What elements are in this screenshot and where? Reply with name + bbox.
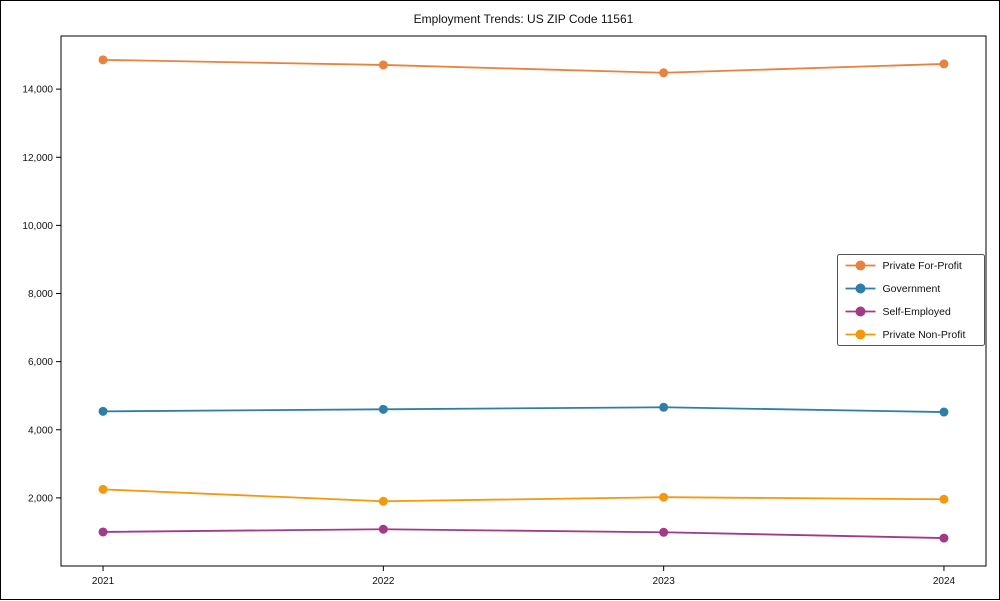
- series-line-private-for-profit: [103, 58, 944, 74]
- legend-item-private-for-profit: Private For-Profit: [845, 260, 962, 272]
- legend-item-self-employed: Self-Employed: [845, 306, 951, 318]
- y-axis-tick-label: 8,000: [28, 289, 53, 300]
- legend-item-label: Self-Employed: [883, 306, 951, 318]
- legend-marker-icon: [855, 283, 866, 294]
- x-axis-tick-label: 2024: [933, 576, 956, 587]
- y-axis-tick-label: 14,000: [22, 85, 53, 96]
- y-axis-tick-label: 6,000: [28, 357, 53, 368]
- data-point-marker-private-non-profit: [98, 484, 108, 494]
- legend-box: [837, 254, 985, 346]
- y-axis-tick-label: 4,000: [28, 425, 53, 436]
- data-point-marker-private-for-profit: [659, 68, 669, 78]
- data-point-marker-government: [378, 404, 388, 414]
- legend-item-label: Private For-Profit: [883, 260, 962, 272]
- data-point-marker-self-employed: [939, 533, 949, 543]
- data-point-marker-private-non-profit: [659, 492, 669, 502]
- data-point-marker-private-for-profit: [98, 55, 108, 65]
- legend-marker-icon: [855, 260, 866, 271]
- chart-title: Employment Trends: US ZIP Code 11561: [414, 12, 634, 26]
- y-axis-tick-label: 12,000: [22, 153, 53, 164]
- data-point-marker-self-employed: [98, 527, 108, 537]
- series-line-self-employed: [103, 528, 944, 539]
- data-point-marker-self-employed: [659, 527, 669, 537]
- legend: Private For-Profit Government Self-Employe…: [837, 254, 985, 346]
- legend-item-government: Government: [845, 283, 941, 295]
- data-point-marker-private-non-profit: [939, 494, 949, 504]
- legend-item-label: Government: [883, 283, 941, 295]
- series-line-private-non-profit: [103, 488, 944, 503]
- x-axis-tick-label: 2021: [92, 576, 115, 587]
- series-line-government: [103, 406, 944, 413]
- legend-marker-icon: [855, 329, 866, 340]
- x-axis-tick-label: 2023: [653, 576, 676, 587]
- plot-area: [60, 35, 987, 567]
- legend-marker-icon: [855, 306, 866, 317]
- data-point-marker-private-for-profit: [378, 60, 388, 70]
- legend-item-private-non-profit: Private Non-Profit: [845, 329, 966, 341]
- y-axis-tick-label: 10,000: [22, 221, 53, 232]
- data-point-marker-government: [98, 406, 108, 416]
- data-point-marker-self-employed: [378, 524, 388, 534]
- data-point-marker-government: [659, 402, 669, 412]
- x-axis-tick-label: 2022: [372, 576, 395, 587]
- data-point-marker-private-for-profit: [939, 59, 949, 69]
- data-point-marker-government: [939, 407, 949, 417]
- data-point-marker-private-non-profit: [378, 496, 388, 506]
- legend-item-label: Private Non-Profit: [883, 329, 966, 341]
- y-axis-tick-label: 2,000: [28, 493, 53, 504]
